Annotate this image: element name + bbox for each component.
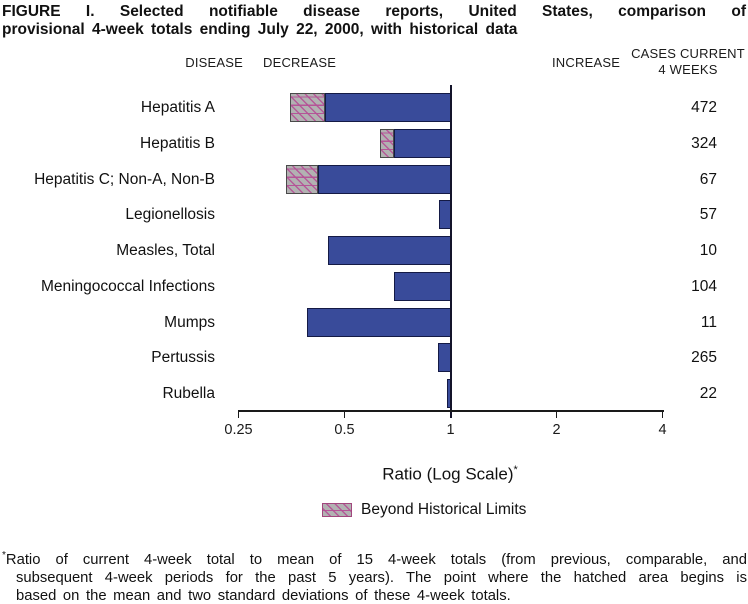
column-header-disease: DISEASE bbox=[185, 55, 243, 70]
figure-title-line1: FIGURE I. Selected notifiable disease re… bbox=[2, 3, 746, 20]
beyond-historical-limits-segment bbox=[290, 93, 325, 122]
footnote-marker: * bbox=[2, 550, 6, 561]
cases-current-4-weeks-value: 472 bbox=[691, 99, 717, 116]
disease-label: Hepatitis B bbox=[140, 135, 215, 152]
ratio-bar bbox=[393, 272, 452, 301]
x-axis-title: Ratio (Log Scale)* bbox=[275, 464, 625, 485]
disease-label: Legionellosis bbox=[125, 206, 215, 223]
cases-current-4-weeks-value: 67 bbox=[699, 171, 717, 188]
disease-label: Rubella bbox=[162, 385, 215, 402]
disease-label: Hepatitis A bbox=[140, 99, 215, 116]
x-axis-tick-label: 4 bbox=[658, 422, 667, 438]
x-axis-tick-label: 0.25 bbox=[224, 422, 253, 438]
x-axis-title-text: Ratio (Log Scale) bbox=[382, 464, 514, 484]
x-axis-title-footnote-marker: * bbox=[513, 464, 518, 476]
legend-swatch-beyond-historical-limits bbox=[322, 503, 352, 517]
ratio-bar bbox=[317, 165, 452, 194]
ratio-bar bbox=[306, 308, 452, 337]
x-axis-tick bbox=[555, 410, 558, 418]
column-header-cases-current-4-weeks: CASES CURRENT 4 WEEKS bbox=[628, 46, 748, 78]
x-axis-tick-label: 0.5 bbox=[334, 422, 355, 438]
disease-label: Meningococcal Infections bbox=[40, 278, 215, 295]
column-header-cases-line2: 4 WEEKS bbox=[658, 62, 718, 77]
footnote-line1: *Ratio of current 4-week total to mean o… bbox=[2, 550, 747, 568]
cases-current-4-weeks-value: 104 bbox=[691, 278, 717, 295]
footnote-line2: subsequent 4-week periods for the past 5… bbox=[16, 570, 747, 587]
figure-title-line2: provisional 4-week totals ending July 22… bbox=[2, 20, 518, 38]
ratio-one-reference-line bbox=[449, 85, 452, 418]
cases-current-4-weeks-value: 57 bbox=[699, 206, 717, 223]
cases-current-4-weeks-value: 324 bbox=[691, 135, 717, 152]
x-axis-tick-label: 1 bbox=[446, 422, 455, 438]
footnote: *Ratio of current 4-week total to mean o… bbox=[2, 547, 747, 604]
ratio-bar bbox=[393, 129, 452, 158]
column-header-cases-line1: CASES CURRENT bbox=[631, 46, 745, 61]
footnote-line3: based on the mean and two standard devia… bbox=[16, 588, 511, 604]
cases-current-4-weeks-value: 265 bbox=[691, 349, 717, 366]
legend-label: Beyond Historical Limits bbox=[361, 501, 527, 518]
disease-label: Pertussis bbox=[151, 349, 215, 366]
column-header-decrease: DECREASE bbox=[263, 55, 337, 70]
disease-label: Mumps bbox=[164, 314, 215, 331]
x-axis-tick-label: 2 bbox=[552, 422, 561, 438]
column-header-increase: INCREASE bbox=[552, 55, 621, 70]
x-axis-line bbox=[238, 410, 664, 412]
beyond-historical-limits-segment bbox=[379, 129, 394, 158]
disease-label: Measles, Total bbox=[116, 242, 215, 259]
x-axis-tick bbox=[237, 410, 240, 418]
cases-current-4-weeks-value: 10 bbox=[699, 242, 717, 259]
x-axis-tick bbox=[343, 410, 346, 418]
disease-label: Hepatitis C; Non-A, Non-B bbox=[34, 171, 215, 188]
cases-current-4-weeks-value: 11 bbox=[700, 314, 717, 331]
beyond-historical-limits-segment bbox=[285, 165, 318, 194]
ratio-bar bbox=[328, 236, 452, 265]
cases-current-4-weeks-value: 22 bbox=[699, 385, 717, 402]
ratio-bar bbox=[325, 93, 452, 122]
x-axis-tick bbox=[661, 410, 664, 418]
figure-title: FIGURE I. Selected notifiable disease re… bbox=[2, 3, 746, 38]
